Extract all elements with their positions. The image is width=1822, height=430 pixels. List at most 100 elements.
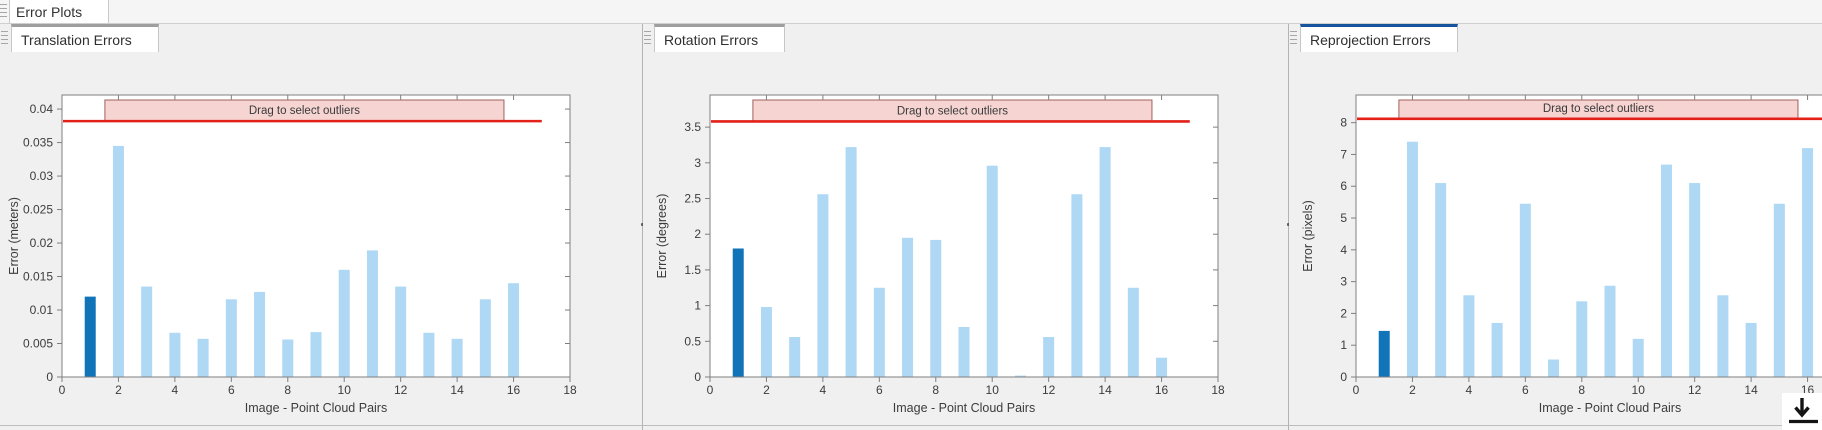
y-tick-label: 0.01 [30,303,54,317]
bar-pair-14[interactable] [451,338,463,377]
bar-pair-16[interactable] [508,283,520,377]
bar-pair-1[interactable] [1378,330,1390,377]
bar-pair-3[interactable] [141,286,153,377]
translation-errors-plot: Drag to select outliers 0 0.005 0.01 0.015 0.… [7,94,577,415]
bar-pair-1[interactable] [732,248,744,377]
bar-pair-10[interactable] [1632,338,1644,377]
bar-pair-9[interactable] [958,327,970,377]
x-tick-label: 18 [1211,383,1225,397]
bar-pair-16[interactable] [1156,357,1168,377]
x-tick-label: 10 [1632,383,1646,397]
bar-pair-4[interactable] [817,194,829,377]
x-tick-label: 6 [876,383,883,397]
tab-label: Rotation Errors [664,31,759,48]
bar-pair-6[interactable] [225,299,237,377]
bar-pair-3[interactable] [1435,183,1447,377]
bar-pair-13[interactable] [423,332,435,377]
bar-pair-13[interactable] [1717,295,1729,377]
translation-errors-chart[interactable]: Drag to select outliers 0 0.005 0.01 0.015 0.… [0,52,642,430]
bar-pair-6[interactable] [1519,203,1531,377]
bar-pair-5[interactable] [1491,322,1503,377]
bar-pair-10[interactable] [338,269,350,377]
bar-pair-15[interactable] [479,299,491,377]
y-tick-label: 1.5 [684,263,701,277]
plot-area[interactable] [1356,95,1822,377]
drag-select-outliers-label: Drag to select outliers [249,105,360,117]
tab-rotation-errors[interactable]: Rotation Errors [654,24,786,52]
x-tick-label: 6 [1522,383,1529,397]
tab-error-plots[interactable]: Error Plots [9,0,109,23]
panel-row: Translation Errors Drag to select outlie… [0,24,1822,430]
panel-splitter[interactable] [1287,24,1290,430]
bar-pair-3[interactable] [789,337,801,377]
figure-tab-label: Error Plots [16,3,83,20]
x-axis-label: Image - Point Cloud Pairs [1539,401,1681,415]
bar-pair-7[interactable] [902,237,914,377]
bar-pair-11[interactable] [1014,375,1026,377]
x-tick-label: 12 [1042,383,1056,397]
bar-pair-16[interactable] [1802,148,1814,377]
bar-pair-4[interactable] [1463,295,1475,377]
y-tick-label: 0.04 [30,102,54,116]
y-tick-label: 0.02 [30,236,54,250]
panel-splitter[interactable] [641,24,644,430]
bar-pair-11[interactable] [366,250,378,377]
bar-pair-4[interactable] [169,332,181,377]
bar-pair-14[interactable] [1099,147,1111,377]
axes-box [61,94,571,378]
drag-select-outliers-label: Drag to select outliers [1543,103,1654,115]
y-tick-label: 1 [1340,338,1347,352]
axes-box [1355,94,1822,378]
export-button[interactable] [1782,393,1822,430]
bar-pair-9[interactable] [310,332,322,377]
drag-grip-icon[interactable] [0,4,7,19]
bar-pair-5[interactable] [197,338,209,377]
tab-reprojection-errors[interactable]: Reprojection Errors [1300,24,1458,52]
tab-translation-errors[interactable]: Translation Errors [11,24,159,52]
bar-pair-7[interactable] [254,291,266,377]
bar-pair-14[interactable] [1745,322,1757,377]
bar-pair-2[interactable] [1406,141,1418,377]
bar-pair-1[interactable] [84,296,96,377]
x-tick-label: 12 [1688,383,1702,397]
bar-pair-8[interactable] [282,339,294,377]
drag-grip-icon[interactable] [1290,30,1297,46]
bar-pair-12[interactable] [395,286,407,377]
bar-pair-15[interactable] [1127,287,1139,377]
x-tick-label: 14 [1098,383,1112,397]
y-tick-label: 0 [694,370,701,384]
bar-pair-7[interactable] [1548,359,1560,377]
tab-label: Reprojection Errors [1310,31,1431,48]
bar-pair-8[interactable] [930,239,942,377]
x-tick-label: 18 [563,383,577,397]
y-tick-label: 0 [1340,370,1347,384]
rotation-tabbar: Rotation Errors [643,24,1288,52]
bar-pair-13[interactable] [1071,194,1083,377]
y-axis-label: Error (degrees) [655,194,669,279]
y-tick-label: 1 [694,299,701,313]
x-tick-label: 14 [450,383,464,397]
drag-grip-icon[interactable] [1,30,8,46]
bar-pair-11[interactable] [1660,164,1672,377]
y-tick-label: 3 [694,156,701,170]
bar-pair-5[interactable] [845,147,857,377]
bar-pair-2[interactable] [760,307,772,377]
drag-grip-icon[interactable] [644,30,651,46]
bar-pair-12[interactable] [1689,183,1701,377]
rotation-errors-chart[interactable]: Drag to select outliers 0 0.5 1 1.5 2 2.5 3 3.5 0… [643,52,1288,430]
x-tick-label: 10 [338,383,352,397]
y-axis-label: Error (pixels) [1301,200,1315,272]
bar-pair-6[interactable] [873,287,885,377]
x-tick-label: 14 [1744,383,1758,397]
bar-pair-2[interactable] [112,145,124,377]
y-tick-label: 0.025 [23,203,53,217]
y-tick-label: 2 [1340,306,1347,320]
bar-pair-8[interactable] [1576,301,1588,377]
bar-pair-10[interactable] [986,165,998,377]
y-tick-label: 0 [46,370,53,384]
reprojection-tabbar: Reprojection Errors [1289,24,1822,52]
bar-pair-15[interactable] [1773,203,1785,377]
reprojection-errors-chart[interactable]: Drag to select outliers 0 1 2 3 4 5 6 7 8 0 2 4 6 8 10 1… [1289,52,1822,430]
bar-pair-12[interactable] [1043,337,1055,377]
bar-pair-9[interactable] [1604,285,1616,377]
